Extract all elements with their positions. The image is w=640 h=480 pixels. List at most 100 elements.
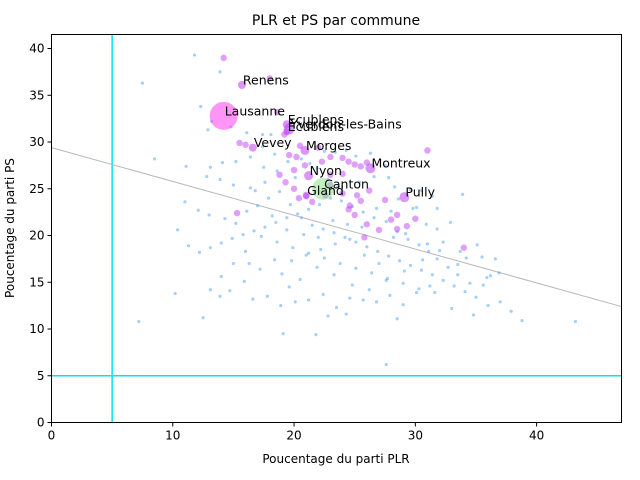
data-point-medium	[381, 196, 389, 204]
data-point-medium	[393, 211, 401, 219]
data-point-small	[348, 237, 352, 241]
data-point-small	[520, 318, 524, 323]
point-label-ecublens: Ecublens	[288, 112, 344, 127]
data-point-small	[463, 290, 467, 294]
data-point-medium	[273, 108, 281, 116]
data-point-small	[218, 294, 222, 298]
data-point-small	[280, 272, 284, 276]
data-point-small	[456, 262, 460, 267]
data-point-small	[339, 199, 343, 203]
data-point-medium	[233, 209, 241, 217]
data-point-small	[270, 214, 274, 218]
data-point-small	[253, 189, 257, 193]
x-tick-label: 30	[408, 429, 423, 443]
data-point-small	[263, 180, 267, 184]
data-point-small	[456, 273, 460, 277]
data-point-small	[334, 305, 339, 310]
trend-line	[51, 147, 622, 308]
data-point-small	[354, 266, 358, 270]
data-point-small	[173, 291, 177, 296]
data-point-small	[367, 288, 371, 292]
data-point-small	[287, 285, 291, 289]
data-point-small	[251, 297, 255, 301]
data-point-medium	[403, 222, 411, 230]
data-point-small	[304, 253, 308, 257]
data-point-small	[393, 185, 397, 189]
data-point-small	[485, 275, 489, 280]
data-point-medium	[345, 206, 352, 213]
data-point-medium	[351, 211, 358, 219]
point-label-renens: Renens	[243, 72, 289, 87]
data-point-small	[338, 261, 342, 266]
point-label-nyon: Nyon	[310, 163, 342, 178]
data-point-small	[424, 222, 428, 226]
data-point-small	[137, 319, 141, 324]
data-point-small	[430, 273, 434, 277]
data-point-medium	[266, 75, 273, 82]
data-point-small	[315, 265, 319, 269]
data-point-small	[186, 244, 191, 248]
data-point-small	[357, 180, 362, 184]
data-point-small	[406, 237, 410, 241]
data-point-small	[207, 213, 211, 217]
data-point-small	[372, 175, 376, 179]
data-point-small	[411, 206, 415, 210]
data-point-medium	[293, 153, 300, 161]
data-point-medium	[327, 153, 334, 161]
x-tick-label: 20	[286, 429, 301, 443]
y-tick-label: 40	[29, 42, 44, 56]
data-point-small	[425, 242, 430, 246]
data-point-small	[245, 209, 249, 213]
data-point-small	[302, 232, 306, 237]
data-point-small	[307, 298, 311, 302]
data-point-small	[296, 212, 300, 216]
data-point-medium	[345, 158, 352, 165]
data-point-montreux	[365, 163, 376, 174]
data-point-small	[374, 206, 379, 210]
y-tick-label: 25	[29, 182, 44, 196]
data-point-small	[419, 189, 423, 193]
data-point-small	[471, 313, 476, 317]
data-point-small	[377, 261, 381, 266]
y-tick-label: 35	[29, 88, 44, 102]
data-point-small	[321, 227, 325, 231]
data-point-small	[223, 217, 227, 221]
data-point-small	[290, 259, 294, 263]
data-point-medium	[460, 244, 468, 251]
data-point-small	[321, 292, 325, 297]
data-point-small	[488, 274, 493, 278]
data-point-medium	[387, 216, 395, 223]
point-label-pully: Pully	[405, 185, 435, 200]
data-point-small	[376, 249, 380, 254]
data-point-small	[387, 175, 391, 180]
data-point-small	[354, 240, 358, 244]
data-point-small	[248, 186, 252, 190]
x-tick-label: 0	[48, 429, 56, 443]
point-label-morges: Morges	[306, 138, 352, 153]
data-point-small	[176, 228, 180, 232]
data-point-medium	[236, 139, 243, 147]
data-point-nyon	[304, 171, 314, 181]
data-point-small	[493, 257, 497, 261]
data-point-small	[199, 104, 203, 109]
data-point-medium	[309, 198, 316, 206]
point-label-gland: Gland	[307, 183, 344, 198]
data-point-small	[206, 128, 210, 132]
data-point-small	[435, 257, 439, 261]
data-point-small	[414, 290, 419, 295]
data-point-medium	[276, 171, 283, 178]
data-point-small	[452, 284, 456, 288]
data-point-medium	[357, 163, 364, 170]
data-point-small	[275, 169, 279, 173]
data-point-small	[360, 225, 364, 229]
data-point-small	[231, 261, 236, 266]
y-tick-label: 20	[29, 229, 44, 243]
data-point-small	[315, 166, 319, 170]
data-point-small	[474, 295, 478, 299]
data-point-small	[205, 175, 209, 179]
data-point-medium	[339, 154, 346, 162]
y-tick-label: 10	[29, 322, 44, 336]
data-point-medium	[357, 197, 364, 205]
data-point-small	[293, 175, 297, 180]
data-point-small	[288, 203, 293, 207]
